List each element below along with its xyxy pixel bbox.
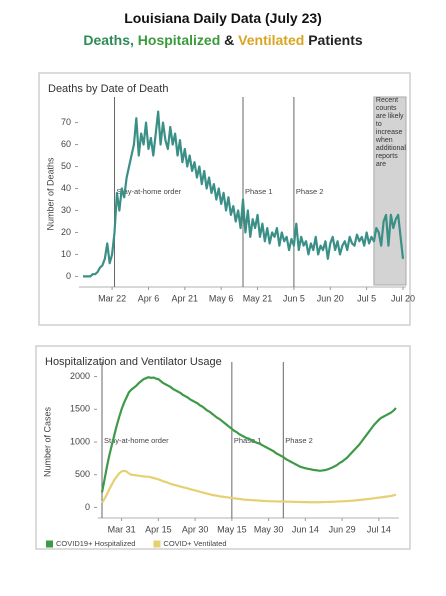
x-tick-label: Jul 14 bbox=[367, 524, 391, 534]
y-tick-label: 30 bbox=[61, 205, 71, 215]
legend-label: COVID19+ Hospitalized bbox=[56, 539, 135, 548]
legend-label: COVID+ Ventilated bbox=[163, 539, 226, 548]
x-tick-label: May 30 bbox=[254, 524, 284, 534]
y-tick-label: 60 bbox=[61, 139, 71, 149]
subtitle-part: Ventilated bbox=[238, 32, 305, 48]
x-tick-label: Jul 5 bbox=[357, 293, 376, 303]
chart-title: Hospitalization and Ventilator Usage bbox=[45, 356, 222, 368]
x-tick-label: Apr 15 bbox=[145, 524, 172, 534]
shade-note: Recent counts are likely to increase whe… bbox=[376, 97, 406, 167]
data-line bbox=[100, 376, 397, 493]
chart-title: Deaths by Date of Death bbox=[48, 83, 168, 95]
event-label: Phase 1 bbox=[234, 436, 262, 445]
legend-swatch bbox=[153, 540, 161, 548]
data-line bbox=[101, 469, 397, 504]
y-axis-label: Number of Deaths bbox=[45, 157, 55, 231]
event-label: Stay-at-home order bbox=[117, 187, 182, 196]
x-tick-label: Jun 20 bbox=[317, 293, 344, 303]
x-tick-label: Apr 21 bbox=[172, 293, 199, 303]
y-tick-label: 1500 bbox=[70, 404, 90, 414]
x-tick-label: Apr 6 bbox=[138, 293, 160, 303]
page-title: Louisiana Daily Data (July 23) bbox=[124, 10, 322, 26]
y-tick-label: 500 bbox=[75, 469, 90, 479]
y-tick-label: 2000 bbox=[70, 371, 90, 381]
subtitle-part: Hospitalized bbox=[137, 32, 221, 48]
x-tick-label: May 21 bbox=[243, 293, 273, 303]
event-label: Phase 2 bbox=[296, 187, 324, 196]
event-label: Phase 2 bbox=[285, 436, 313, 445]
legend-swatch bbox=[46, 540, 53, 548]
x-tick-label: Mar 22 bbox=[98, 293, 126, 303]
y-tick-label: 0 bbox=[85, 502, 90, 512]
y-tick-label: 40 bbox=[61, 183, 71, 193]
x-tick-label: Jun 29 bbox=[329, 524, 356, 534]
shade-label: Recent counts are likely to increase whe… bbox=[375, 97, 406, 167]
header: Louisiana Daily Data (July 23) Deaths, H… bbox=[0, 10, 446, 48]
y-tick-label: 1000 bbox=[70, 436, 90, 446]
y-axis-label: Number of Cases bbox=[42, 406, 52, 477]
x-tick-label: Jul 20 bbox=[391, 293, 415, 303]
x-tick-label: Jun 14 bbox=[292, 524, 319, 534]
y-tick-label: 0 bbox=[66, 271, 71, 281]
y-tick-label: 20 bbox=[61, 227, 71, 237]
panel bbox=[35, 345, 411, 550]
y-tick-label: 50 bbox=[61, 161, 71, 171]
x-tick-label: Jun 5 bbox=[283, 293, 305, 303]
x-tick-label: May 6 bbox=[209, 293, 234, 303]
y-tick-label: 10 bbox=[61, 249, 71, 259]
x-tick-label: Apr 30 bbox=[182, 524, 209, 534]
data-line bbox=[83, 110, 405, 278]
subtitle-part: & bbox=[224, 32, 235, 48]
subtitle-part: Deaths, bbox=[83, 32, 134, 48]
x-tick-label: Mar 31 bbox=[108, 524, 136, 534]
event-label: Phase 1 bbox=[245, 187, 273, 196]
subtitle-part: Patients bbox=[308, 32, 363, 48]
page-subtitle: Deaths, Hospitalized & Ventilated Patien… bbox=[0, 32, 446, 48]
shaded-region bbox=[373, 96, 407, 286]
y-tick-label: 70 bbox=[61, 117, 71, 127]
event-label: Stay-at-home order bbox=[104, 436, 169, 445]
x-tick-label: May 15 bbox=[217, 524, 247, 534]
